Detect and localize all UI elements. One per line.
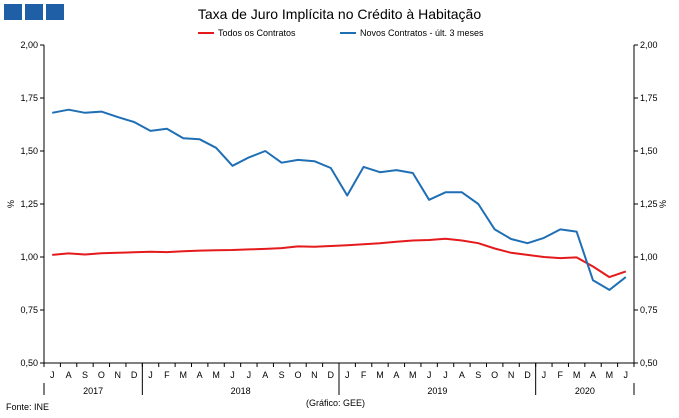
logo-block-2 [25, 4, 43, 20]
x-tick-label: N [115, 370, 122, 380]
y-tick-label-right: 2,00 [640, 40, 658, 50]
x-tick-label: J [443, 370, 448, 380]
x-tick-label: F [558, 370, 564, 380]
x-tick-label: S [475, 370, 481, 380]
y-tick-label-left: 0,50 [20, 358, 38, 368]
x-tick-label: A [393, 370, 399, 380]
x-tick-label: D [328, 370, 335, 380]
x-tick-label: S [82, 370, 88, 380]
x-tick-label: J [542, 370, 547, 380]
legend-novos-contratos-label: Novos Contratos - últ. 3 meses [360, 28, 484, 38]
y-tick-label-right: 1,25 [640, 199, 658, 209]
y-tick-label-left: 1,00 [20, 252, 38, 262]
x-tick-label: J [345, 370, 350, 380]
year-label: 2018 [231, 386, 251, 396]
y-tick-label-left: 2,00 [20, 40, 38, 50]
y-tick-label-right: 1,75 [640, 93, 658, 103]
x-tick-label: J [50, 370, 55, 380]
y-tick-label-right: 1,00 [640, 252, 658, 262]
y-tick-label-left: 0,75 [20, 305, 38, 315]
x-tick-label: A [66, 370, 72, 380]
logo-block-3 [46, 4, 64, 20]
series-line-todos-contratos [52, 237, 627, 279]
x-tick-label: N [311, 370, 318, 380]
x-tick-label: J [148, 370, 153, 380]
x-tick-label: D [131, 370, 138, 380]
logo-block-1 [4, 4, 22, 20]
y-tick-label-left: 1,25 [20, 199, 38, 209]
x-tick-label: J [230, 370, 235, 380]
y-tick-label-left: 1,50 [20, 146, 38, 156]
x-tick-label: J [427, 370, 432, 380]
y-tick-label-left: 1,75 [20, 93, 38, 103]
x-tick-label: A [590, 370, 596, 380]
x-tick-label: F [361, 370, 367, 380]
x-tick-label: M [573, 370, 581, 380]
x-tick-label: S [279, 370, 285, 380]
y-axis-label-left: % [6, 200, 16, 208]
x-tick-label: O [491, 370, 498, 380]
x-tick-label: M [606, 370, 614, 380]
year-label: 2020 [575, 386, 595, 396]
x-tick-label: M [212, 370, 220, 380]
x-tick-label: A [262, 370, 268, 380]
year-label: 2017 [83, 386, 103, 396]
x-tick-label: M [409, 370, 417, 380]
x-tick-label: F [164, 370, 170, 380]
chart-title: Taxa de Juro Implícita no Crédito à Habi… [197, 6, 482, 22]
x-tick-label: O [295, 370, 302, 380]
legend-todos-contratos-label: Todos os Contratos [218, 28, 296, 38]
x-tick-label: A [197, 370, 203, 380]
x-tick-label: J [247, 370, 252, 380]
x-tick-label: N [508, 370, 515, 380]
source-note: Fonte: INE [6, 402, 50, 412]
series-line-novos-contratos [52, 108, 627, 291]
x-tick-label: J [624, 370, 629, 380]
y-tick-label-right: 0,50 [640, 358, 658, 368]
x-tick-label: M [180, 370, 188, 380]
x-tick-label: O [98, 370, 105, 380]
y-tick-label-right: 0,75 [640, 305, 658, 315]
x-tick-label: M [376, 370, 384, 380]
x-tick-label: A [459, 370, 465, 380]
chart-credit: (Gráfico: GEE) [306, 398, 366, 408]
y-tick-label-right: 1,50 [640, 146, 658, 156]
y-axis-label-right: % [658, 200, 668, 208]
gee-logo [4, 4, 64, 20]
year-label: 2019 [427, 386, 447, 396]
x-tick-label: D [524, 370, 531, 380]
